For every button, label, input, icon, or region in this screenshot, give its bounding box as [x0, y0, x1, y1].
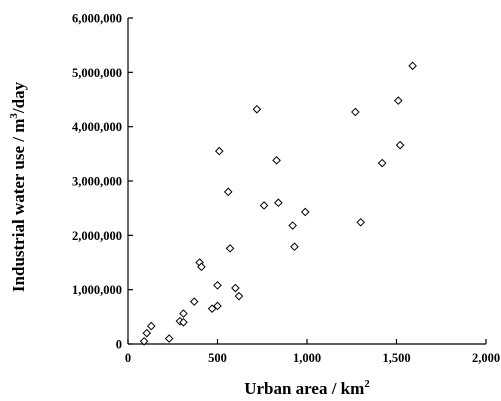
data-point [234, 291, 244, 301]
y-tick-label: 4,000,000 [72, 120, 122, 134]
y-tick-label: 5,000,000 [72, 66, 122, 80]
y-axis-title-tail: /day [9, 81, 28, 114]
data-point [207, 304, 217, 313]
data-point [408, 61, 417, 71]
data-point [179, 309, 188, 318]
data-point [213, 281, 222, 290]
data-point [223, 187, 233, 197]
data-point [351, 107, 360, 117]
data-point [164, 334, 174, 343]
y-axis-title-text: Industrial water use / m [9, 119, 28, 292]
y-tick-label: 2,000,000 [72, 229, 122, 243]
y-tick-label: 1,000,000 [72, 283, 122, 297]
data-point [146, 321, 156, 331]
y-axis-title-superscript: 3 [8, 113, 20, 119]
x-tick-label: 1,500 [382, 351, 410, 365]
data-point [288, 221, 297, 230]
data-point [225, 244, 235, 253]
axes [127, 18, 486, 345]
data-point [231, 283, 240, 293]
x-tick-label: 1,000 [293, 351, 321, 365]
x-axis-title-text: Urban area / km [244, 379, 364, 398]
data-points [139, 61, 417, 346]
x-tick-label: 2,000 [472, 351, 500, 365]
data-point [179, 317, 188, 327]
data-point [393, 96, 403, 105]
data-point [300, 207, 310, 217]
y-axis-ticks: 0 1,000,000 2,000,000 3,000,000 4,000,000 5,0… [72, 12, 133, 352]
data-point [142, 328, 152, 338]
x-axis-title: Urban area / km2 [244, 378, 370, 398]
data-point [356, 217, 366, 227]
data-point [189, 297, 199, 306]
y-axis-title: Industrial water use / m3/day [8, 81, 28, 292]
data-point [272, 156, 281, 165]
x-tick-label: 500 [208, 351, 227, 365]
y-tick-label: 3,000,000 [72, 175, 122, 189]
x-axis-ticks: 0 500 1,000 1,500 2,000 [125, 339, 500, 365]
x-tick-label: 0 [125, 351, 131, 365]
data-point [290, 242, 299, 252]
data-point [377, 158, 387, 168]
data-point [259, 201, 269, 210]
data-point [274, 198, 283, 208]
y-tick-label: 6,000,000 [72, 12, 122, 26]
data-point [213, 301, 222, 311]
data-point [139, 336, 149, 346]
x-axis-title-superscript: 2 [364, 378, 370, 390]
data-point [197, 262, 206, 272]
y-tick-label: 0 [116, 338, 122, 352]
data-point [214, 146, 224, 156]
data-point [252, 104, 262, 114]
data-point [395, 140, 405, 150]
